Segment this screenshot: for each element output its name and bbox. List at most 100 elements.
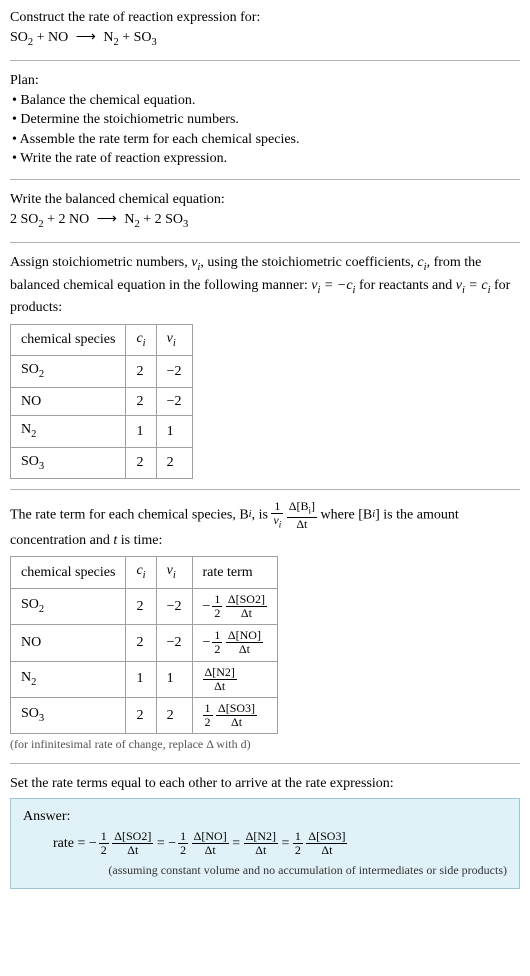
cell-nu: 2 — [156, 697, 192, 733]
coef-frac: 12 — [178, 830, 188, 857]
cell-species: NO — [11, 625, 126, 661]
delta-frac: Δ[SO3]Δt — [306, 830, 347, 857]
cell-rate-term: −12 Δ[SO2]Δt — [192, 588, 277, 624]
num: Δ[SO3] — [306, 830, 347, 844]
rate-term-block: The rate term for each chemical species,… — [10, 500, 520, 753]
text: , using the stoichiometric coefficients, — [200, 255, 417, 270]
coef-frac: 12 — [293, 830, 303, 857]
stoich-intro: Assign stoichiometric numbers, νi, using… — [10, 253, 520, 318]
text: where [B — [321, 508, 373, 523]
final-block: Set the rate terms equal to each other t… — [10, 774, 520, 889]
cell-c: 2 — [126, 447, 156, 478]
table-row: N211 — [11, 416, 193, 447]
table-row: SO3 2 2 12 Δ[SO3]Δt — [11, 697, 278, 733]
table-row: N2 1 1 Δ[N2]Δt — [11, 661, 278, 697]
cell-c: 1 — [126, 661, 156, 697]
eq-lhs: SO2 + NO — [10, 30, 68, 45]
minus-sign: − — [203, 635, 211, 650]
plan-title: Plan: — [10, 71, 520, 91]
col-c: ci — [126, 324, 156, 355]
answer-box: Answer: rate = −12 Δ[SO2]Δt = −12 Δ[NO]Δ… — [10, 798, 520, 890]
den: Δt — [226, 607, 267, 620]
delta-frac: Δ[N2]Δt — [203, 666, 237, 693]
den: 2 — [293, 844, 303, 857]
balanced-equation: 2 SO2 + 2 NO ⟶ N2 + 2 SO3 — [10, 210, 520, 232]
table-row: SO22−2 — [11, 356, 193, 387]
cell-species: SO2 — [11, 356, 126, 387]
divider — [10, 179, 520, 180]
table-row: NO 2 −2 −12 Δ[NO]Δt — [11, 625, 278, 661]
plan-item: • Assemble the rate term for each chemic… — [10, 130, 520, 150]
table-header-row: chemical species ci νi rate term — [11, 557, 278, 588]
coef-frac: 12 — [99, 830, 109, 857]
cell-species: SO2 — [11, 588, 126, 624]
cell-c: 2 — [126, 625, 156, 661]
den: Δt — [306, 844, 347, 857]
cell-nu: −2 — [156, 387, 192, 416]
plan-item: • Determine the stoichiometric numbers. — [10, 110, 520, 130]
den: 2 — [203, 716, 213, 729]
balanced-title: Write the balanced chemical equation: — [10, 190, 520, 210]
col-species: chemical species — [11, 557, 126, 588]
minus-sign: − — [203, 599, 211, 614]
reaction-arrow-icon: ⟶ — [72, 28, 100, 48]
den: νi — [271, 514, 283, 530]
num: Δ[SO2] — [226, 593, 267, 607]
delta-frac: Δ[NO]Δt — [192, 830, 229, 857]
cell-species: SO3 — [11, 447, 126, 478]
num: 1 — [212, 629, 222, 643]
rate-table-note: (for infinitesimal rate of change, repla… — [10, 736, 520, 753]
cell-c: 2 — [126, 697, 156, 733]
col-species: chemical species — [11, 324, 126, 355]
col-nu: νi — [156, 324, 192, 355]
prompt-text: Construct the rate of reaction expressio… — [10, 8, 520, 28]
num: Δ[SO2] — [112, 830, 153, 844]
cell-nu: −2 — [156, 356, 192, 387]
plan-block: Plan: • Balance the chemical equation. •… — [10, 71, 520, 169]
one-over-nu: 1νi — [271, 500, 283, 530]
den: Δt — [287, 518, 317, 531]
den: Δt — [244, 844, 278, 857]
num: 1 — [99, 830, 109, 844]
rate-intro: The rate term for each chemical species,… — [10, 500, 520, 550]
text: is time: — [117, 533, 162, 548]
eq-rhs: N2 + SO3 — [103, 30, 156, 45]
num: Δ[Bi] — [287, 500, 317, 517]
plan-item: • Write the rate of reaction expression. — [10, 149, 520, 169]
num: 1 — [178, 830, 188, 844]
cell-species: N2 — [11, 661, 126, 697]
den: Δt — [226, 643, 263, 656]
divider — [10, 60, 520, 61]
col-nu: νi — [156, 557, 192, 588]
delta-frac: Δ[SO2]Δt — [226, 593, 267, 620]
divider — [10, 763, 520, 764]
coef-frac: 12 — [203, 702, 213, 729]
num: Δ[SO3] — [216, 702, 257, 716]
assumption-note: (assuming constant volume and no accumul… — [23, 862, 507, 879]
cell-nu: 2 — [156, 447, 192, 478]
cell-species: N2 — [11, 416, 126, 447]
reaction-arrow-icon: ⟶ — [93, 210, 121, 230]
balanced-block: Write the balanced chemical equation: 2 … — [10, 190, 520, 232]
cell-c: 2 — [126, 387, 156, 416]
table-row: NO2−2 — [11, 387, 193, 416]
cell-nu: 1 — [156, 661, 192, 697]
num: 1 — [271, 500, 283, 514]
relation-products: νi = ci — [456, 278, 491, 293]
c-symbol: ci — [417, 255, 426, 270]
cell-rate-term: Δ[N2]Δt — [192, 661, 277, 697]
final-intro: Set the rate terms equal to each other t… — [10, 774, 520, 794]
den: 2 — [99, 844, 109, 857]
cell-nu: −2 — [156, 625, 192, 661]
num: Δ[N2] — [203, 666, 237, 680]
minus-sign: − — [89, 836, 97, 851]
num: 1 — [293, 830, 303, 844]
table-row: SO322 — [11, 447, 193, 478]
plan-item: • Balance the chemical equation. — [10, 91, 520, 111]
unbalanced-equation: SO2 + NO ⟶ N2 + SO3 — [10, 28, 520, 50]
header-block: Construct the rate of reaction expressio… — [10, 8, 520, 50]
coef-frac: 12 — [212, 593, 222, 620]
num: Δ[N2] — [244, 830, 278, 844]
rate-expression: rate = −12 Δ[SO2]Δt = −12 Δ[NO]Δt = Δ[N2… — [23, 830, 507, 857]
divider — [10, 242, 520, 243]
